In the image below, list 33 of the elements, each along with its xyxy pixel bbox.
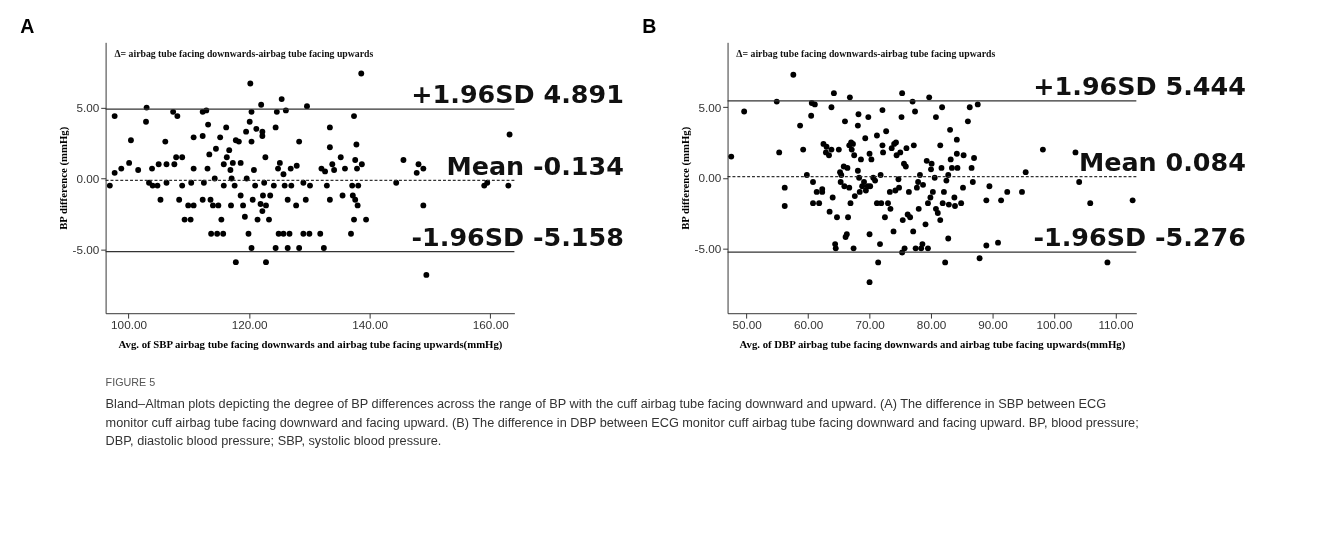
x-tick-label: 60.00	[793, 318, 824, 332]
x-tick-label: 90.00	[978, 318, 1009, 332]
text: Bland–Altman plots depicting the degree of BP differences across the range of BP with the cuff airbag tube facing downward and upward. (A) The difference in SBP between ECG monitor cuff airbag tube facing downward and facing upward. (B) The difference in DBP between ECG monitor cuff airbag tube facing downward and facing upward. BP, blood pressure; DBP, diastolic blood pressure; SBP, systolic blood pressure.	[105, 396, 1139, 449]
y-axis-title: BP difference (mmHg)	[56, 126, 70, 230]
y-tick-label: -5.00	[694, 241, 722, 255]
ref-line-label: Mean 0.084	[1078, 146, 1246, 177]
x-tick-label: 50.00	[732, 318, 763, 332]
x-tick-label: 160.00	[472, 318, 510, 332]
y-tick-label: -5.00	[72, 242, 100, 256]
y-axis-title: BP difference (mmHg)	[678, 126, 692, 230]
caption: FIGURE 5	[105, 375, 156, 388]
ref-line-label: -1.96SD -5.158	[411, 221, 624, 252]
x-tick-label: 100.00	[1036, 318, 1073, 332]
x-axis-title: Avg. of DBP airbag tube facing downwards and airbag tube facing upwards(mmHg)	[739, 337, 1126, 351]
x-tick-label: 120.00	[231, 318, 268, 332]
annotation: Δ= airbag tube facing downwards-airbag tube facing upwards	[736, 48, 996, 60]
ref-line-label: +1.96SD 5.444	[1033, 71, 1246, 102]
y-tick-label: 0.00	[76, 171, 100, 185]
chart-title: A	[20, 14, 35, 37]
y-tick-label: 0.00	[698, 171, 722, 185]
x-tick-label: 140.00	[352, 318, 389, 332]
chart-title: B	[642, 14, 657, 37]
ref-line-label: -1.96SD -5.276	[1033, 222, 1246, 253]
x-tick-label: 70.00	[855, 318, 886, 332]
y-tick-label: 5.00	[76, 100, 100, 114]
x-tick-label: 80.00	[916, 318, 947, 332]
x-tick-label: 110.00	[1098, 318, 1134, 332]
y-tick-label: 5.00	[698, 100, 722, 114]
x-tick-label: 100.00	[111, 318, 148, 332]
ref-line-label: +1.96SD 4.891	[411, 79, 624, 110]
annotation: Δ= airbag tube facing downwards-airbag tube facing upwards	[114, 48, 374, 60]
x-axis-title: Avg. of SBP airbag tube facing downwards and airbag tube facing upwards(mmHg)	[118, 337, 503, 351]
ref-line-label: Mean -0.134	[446, 150, 624, 181]
